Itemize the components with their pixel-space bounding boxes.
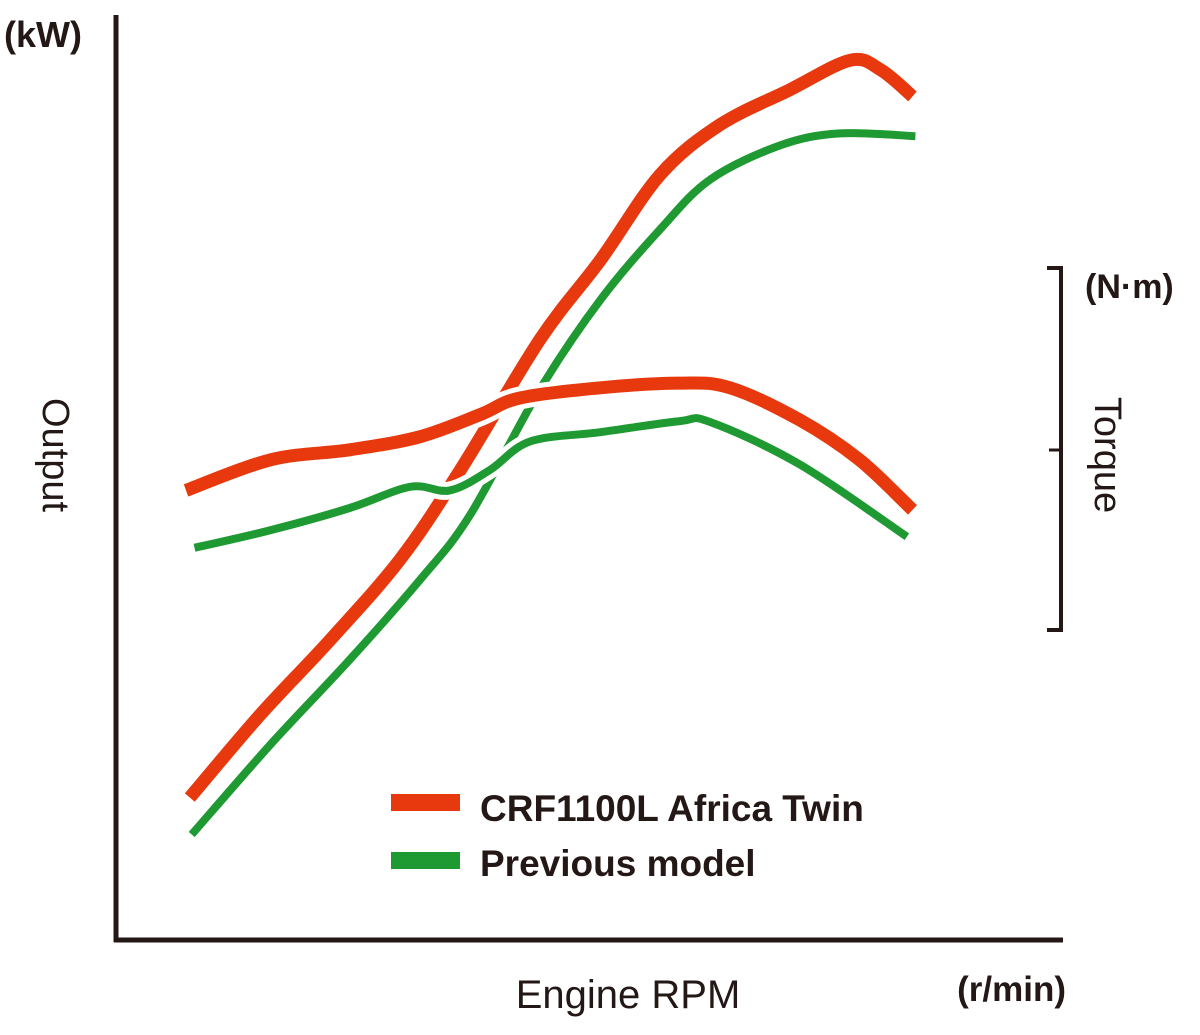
legend-swatch-previous <box>391 852 460 869</box>
series-line-previous-torque <box>193 414 910 552</box>
y-unit-right-label: (N·m) <box>1085 268 1174 306</box>
x-unit-label: (r/min) <box>957 970 1066 1009</box>
y-axis-title-output: Output <box>34 398 76 513</box>
torque-axis-bracket <box>1047 266 1063 632</box>
series-line-previous-output <box>188 129 916 838</box>
legend-swatch-current <box>391 794 460 811</box>
y-axis-title-torque: Torque <box>1086 397 1128 513</box>
y-unit-left-label: (kW) <box>4 14 82 55</box>
x-axis-title: Engine RPM <box>516 973 741 1017</box>
legend-label-previous: Previous model <box>480 843 756 884</box>
legend: CRF1100L Africa Twin Previous model <box>391 788 864 884</box>
series-line-current-output <box>184 52 917 802</box>
series-line-current-torque <box>183 376 917 515</box>
series-layer <box>181 47 921 841</box>
legend-label-current: CRF1100L Africa Twin <box>480 788 864 829</box>
series-halo-previous-output <box>184 124 916 841</box>
